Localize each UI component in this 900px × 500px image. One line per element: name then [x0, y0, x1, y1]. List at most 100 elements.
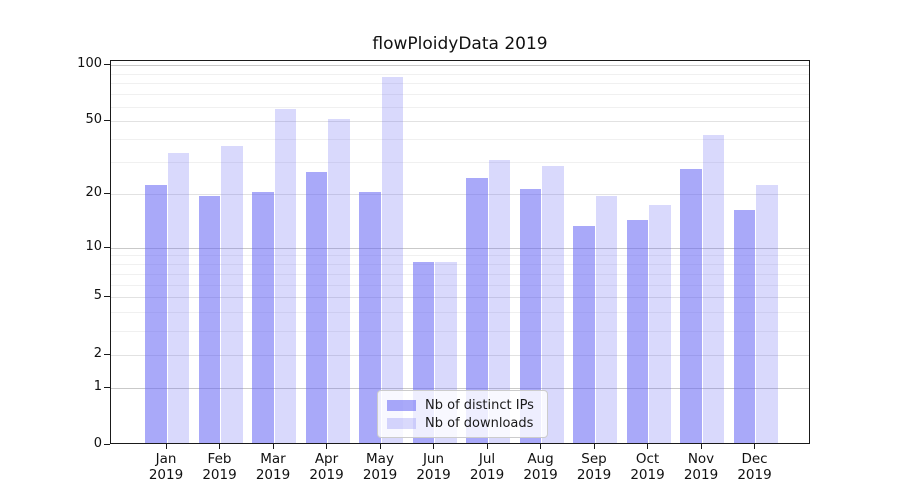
bar-downloads-mar [274, 108, 296, 443]
y-tick-0 [104, 444, 110, 445]
x-tick-label-mar: Mar 2019 [243, 451, 303, 483]
legend-label-downloads: Nb of downloads [425, 415, 534, 431]
legend-item-downloads: Nb of downloads [387, 416, 538, 431]
y-tick-10 [104, 246, 110, 248]
bar-distinct-ips-feb [198, 196, 220, 443]
gridline-minor-4 [111, 312, 809, 314]
x-tick-jun [433, 444, 434, 449]
bar-distinct-ips-dec [733, 209, 755, 443]
y-tick-label-20: 20 [85, 185, 102, 201]
x-tick-month-feb: Feb [207, 451, 232, 467]
x-tick-year-jan: 2019 [148, 467, 184, 483]
y-tick-50 [104, 120, 110, 122]
gridline-10 [111, 247, 809, 249]
gridline-minor-6 [111, 284, 809, 286]
x-tick-label-oct: Oct 2019 [618, 451, 678, 483]
legend-swatch-downloads [387, 417, 416, 429]
bar-distinct-ips-oct [626, 220, 648, 443]
x-tick-apr [326, 444, 327, 449]
x-tick-nov [700, 444, 702, 449]
x-tick-may [379, 444, 381, 449]
y-tick-20 [104, 193, 110, 195]
x-tick-label-jul: Jul 2019 [457, 451, 517, 483]
gridline-minor-70 [111, 94, 809, 96]
chart-title: flowPloidyData 2019 [372, 34, 548, 54]
bar-downloads-feb [221, 145, 243, 443]
x-tick-label-dec: Dec 2019 [725, 451, 785, 483]
x-tick-label-sep: Sep 2019 [564, 451, 624, 483]
y-tick-100 [104, 64, 110, 65]
x-tick-label-aug: Aug 2019 [511, 451, 571, 483]
bar-downloads-jan [167, 152, 189, 443]
y-tick-label-10: 10 [85, 238, 102, 254]
x-tick-month-jun: Jun [422, 451, 445, 467]
gridline-5 [111, 297, 809, 299]
x-tick-month-mar: Mar [260, 451, 286, 467]
x-tick-year-oct: 2019 [630, 467, 665, 483]
legend-label-distinct-ips: Nb of distinct IPs [425, 397, 534, 413]
gridline-2 [111, 354, 809, 356]
gridline-minor-8 [111, 264, 809, 266]
x-tick-month-oct: Oct [635, 451, 660, 467]
gridline-minor-60 [111, 106, 809, 108]
x-tick-year-may: 2019 [362, 467, 398, 483]
bar-downloads-oct [649, 205, 671, 443]
x-tick-sep [593, 444, 595, 449]
x-tick-year-aug: 2019 [523, 467, 558, 483]
bar-distinct-ips-apr [305, 171, 327, 443]
gridline-minor-40 [111, 139, 809, 141]
gridline-minor-3 [111, 330, 809, 332]
x-tick-month-jan: Jan [155, 451, 177, 467]
y-tick-label-50: 50 [85, 112, 102, 128]
x-tick-label-apr: Apr 2019 [297, 451, 357, 483]
x-tick-year-sep: 2019 [576, 467, 612, 483]
legend: Nb of distinct IPs Nb of downloads [377, 390, 548, 438]
x-tick-year-feb: 2019 [202, 467, 237, 483]
x-tick-label-jan: Jan 2019 [136, 451, 196, 483]
x-tick-label-nov: Nov 2019 [671, 451, 731, 483]
bar-downloads-may [381, 77, 403, 443]
bar-distinct-ips-mar [252, 192, 274, 443]
x-tick-month-sep: Sep [581, 451, 607, 467]
bar-distinct-ips-aug [519, 188, 541, 443]
gridline-50 [111, 121, 809, 123]
x-tick-month-dec: Dec [741, 451, 768, 467]
gridline-minor-9 [111, 255, 809, 257]
x-tick-year-jun: 2019 [416, 467, 451, 483]
x-tick-month-aug: Aug [527, 451, 554, 467]
x-tick-jul [486, 444, 488, 449]
plot-area: Nb of distinct IPs Nb of downloads [110, 60, 810, 444]
x-tick-oct [647, 444, 648, 449]
bar-distinct-ips-sep [573, 225, 595, 443]
x-tick-year-mar: 2019 [255, 467, 291, 483]
gridline-minor-80 [111, 83, 809, 85]
bar-distinct-ips-jan [145, 184, 167, 443]
x-tick-month-apr: Apr [314, 451, 339, 467]
x-tick-label-may: May 2019 [350, 451, 410, 483]
x-tick-feb [219, 444, 220, 449]
bar-downloads-dec [756, 184, 778, 443]
bar-downloads-apr [328, 119, 350, 443]
gridline-minor-30 [111, 162, 809, 164]
x-tick-dec [754, 444, 755, 449]
x-tick-month-may: May [366, 451, 394, 467]
gridline-minor-90 [111, 73, 809, 75]
bar-downloads-jul [488, 160, 510, 443]
bar-distinct-ips-jul [466, 177, 488, 443]
y-tick-label-0: 0 [93, 436, 102, 451]
y-tick-label-1: 1 [93, 378, 102, 394]
y-tick-1 [104, 386, 110, 388]
legend-swatch-distinct-ips [387, 399, 416, 411]
gridline-20 [111, 194, 809, 196]
gridline-100 [111, 65, 809, 66]
legend-item-distinct-ips: Nb of distinct IPs [387, 398, 538, 413]
y-tick-5 [104, 296, 110, 298]
bar-downloads-sep [595, 196, 617, 443]
x-tick-year-apr: 2019 [309, 467, 344, 483]
y-tick-2 [104, 353, 110, 355]
y-tick-label-100: 100 [77, 56, 102, 71]
gridline-minor-7 [111, 273, 809, 275]
x-tick-label-feb: Feb 2019 [190, 451, 250, 483]
x-tick-mar [272, 444, 274, 449]
